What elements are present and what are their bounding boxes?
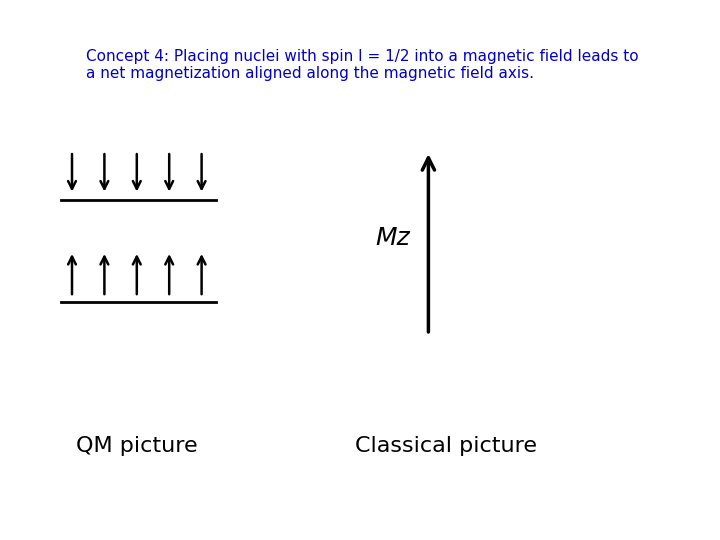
Text: Classical picture: Classical picture [356,435,537,456]
Text: QM picture: QM picture [76,435,197,456]
Text: Concept 4: Placing nuclei with spin I = 1/2 into a magnetic field leads to
a net: Concept 4: Placing nuclei with spin I = … [86,49,639,81]
Text: Mz: Mz [375,226,410,249]
